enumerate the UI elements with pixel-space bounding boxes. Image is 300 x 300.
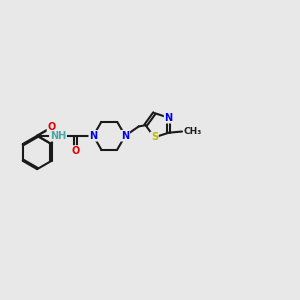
Text: S: S — [151, 132, 158, 142]
Text: O: O — [71, 146, 80, 156]
Text: O: O — [47, 122, 56, 132]
Text: NH: NH — [50, 131, 66, 141]
Text: CH₃: CH₃ — [183, 127, 202, 136]
Text: N: N — [89, 131, 98, 141]
Text: N: N — [165, 113, 173, 123]
Text: N: N — [121, 131, 129, 141]
